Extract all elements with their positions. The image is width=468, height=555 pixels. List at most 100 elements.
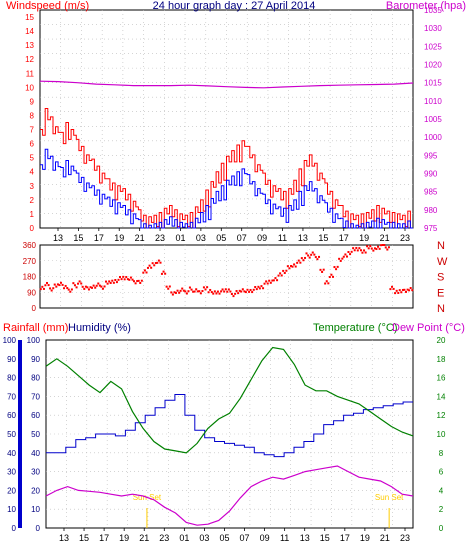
wind-y-tick: 9 <box>30 97 35 106</box>
windspeed-gust-line <box>40 108 413 229</box>
direction-point <box>195 288 198 291</box>
direction-point <box>78 280 81 283</box>
direction-point <box>106 282 109 285</box>
wind-y-tick: 15 <box>25 13 34 22</box>
sunset-label: Sun Set <box>375 493 404 502</box>
direction-point <box>291 265 294 268</box>
direction-point <box>321 270 324 273</box>
humidity-y-tick: 90 <box>31 355 40 364</box>
direction-point <box>165 285 168 288</box>
direction-point <box>272 279 275 282</box>
direction-point <box>373 247 376 250</box>
direction-point <box>353 249 356 252</box>
direction-point <box>192 290 195 293</box>
direction-point <box>384 246 387 249</box>
direction-point <box>364 251 367 254</box>
direction-point <box>56 283 59 286</box>
direction-point <box>344 253 347 256</box>
direction-point <box>123 278 126 281</box>
dewpoint-axis-label: Dew Point (°C) <box>392 322 465 334</box>
x-tick-label: 03 <box>196 233 206 243</box>
direction-y-tick: 90 <box>27 288 36 297</box>
direction-point <box>299 261 302 264</box>
direction-point <box>179 289 182 292</box>
direction-point <box>324 282 327 285</box>
direction-point <box>176 289 179 292</box>
direction-point <box>280 274 283 277</box>
direction-point <box>190 288 193 291</box>
direction-point <box>240 290 243 293</box>
direction-point <box>405 290 408 293</box>
x-tick-label: 21 <box>380 533 390 543</box>
direction-point <box>129 276 132 279</box>
x-tick-label: 17 <box>94 233 104 243</box>
direction-point <box>207 291 210 294</box>
temperature-y-tick: 2 <box>439 505 444 514</box>
chart-title: 24 hour graph day : 27 April 2014 <box>153 0 316 12</box>
x-tick-label: 17 <box>339 233 349 243</box>
direction-point <box>230 293 233 295</box>
direction-point <box>215 292 218 295</box>
humidity-y-tick: 0 <box>36 524 41 533</box>
barometer-axis-label: Barometer (hpa) <box>386 0 466 12</box>
direction-point <box>45 281 48 284</box>
direction-point <box>136 280 139 283</box>
humidity-y-tick: 100 <box>27 336 41 345</box>
rainfall-axis-label: Rainfall (mm) <box>3 322 68 334</box>
humidity-y-tick: 80 <box>31 374 40 383</box>
direction-point <box>271 279 274 282</box>
direction-point <box>41 285 44 288</box>
humidity-y-tick: 70 <box>31 392 40 401</box>
barometer-y-tick: 1030 <box>424 24 442 33</box>
direction-point <box>64 284 67 287</box>
direction-point <box>108 280 111 283</box>
direction-y-tick: 0 <box>32 304 37 313</box>
direction-point <box>409 287 412 290</box>
direction-point <box>84 285 87 288</box>
wind-y-tick: 8 <box>30 111 35 120</box>
direction-point <box>349 253 352 256</box>
direction-point <box>86 286 89 289</box>
temperature-y-tick: 0 <box>439 524 444 533</box>
direction-point <box>251 291 254 294</box>
direction-point <box>58 284 61 287</box>
wind-axis-label: Windspeed (m/s) <box>6 0 89 12</box>
dewpoint-line <box>45 465 414 526</box>
humidity-y-tick: 50 <box>31 430 40 439</box>
direction-point <box>361 251 364 254</box>
direction-point <box>220 290 223 293</box>
humidity-axis-label: Humidity (%) <box>68 322 131 334</box>
direction-point <box>258 287 261 290</box>
direction-compass-label: N <box>437 303 445 315</box>
direction-point <box>39 288 42 291</box>
temperature-y-tick: 14 <box>437 392 446 401</box>
direction-point <box>100 285 103 288</box>
direction-point <box>204 288 207 291</box>
wind-y-tick: 12 <box>25 55 34 64</box>
direction-point <box>153 264 156 267</box>
direction-point <box>151 262 154 265</box>
direction-point <box>372 249 375 252</box>
direction-point <box>193 290 196 293</box>
direction-point <box>248 290 251 293</box>
direction-point <box>112 281 115 284</box>
direction-point <box>132 280 135 283</box>
direction-point <box>168 285 171 288</box>
x-tick-label: 21 <box>135 233 145 243</box>
direction-point <box>181 287 184 290</box>
direction-point <box>310 253 313 256</box>
direction-point <box>92 284 95 287</box>
direction-point <box>173 291 176 294</box>
direction-point <box>375 248 378 251</box>
direction-point <box>339 259 342 262</box>
direction-point <box>328 276 331 279</box>
direction-point <box>336 265 339 268</box>
x-tick-label: 05 <box>216 233 226 243</box>
rainfall-y-tick: 0 <box>12 524 17 533</box>
temperature-y-tick: 16 <box>437 374 446 383</box>
x-tick-label: 05 <box>219 533 229 543</box>
windspeed-average-line <box>40 148 413 229</box>
direction-point <box>199 292 202 295</box>
direction-point <box>352 247 355 250</box>
direction-point <box>286 265 289 268</box>
